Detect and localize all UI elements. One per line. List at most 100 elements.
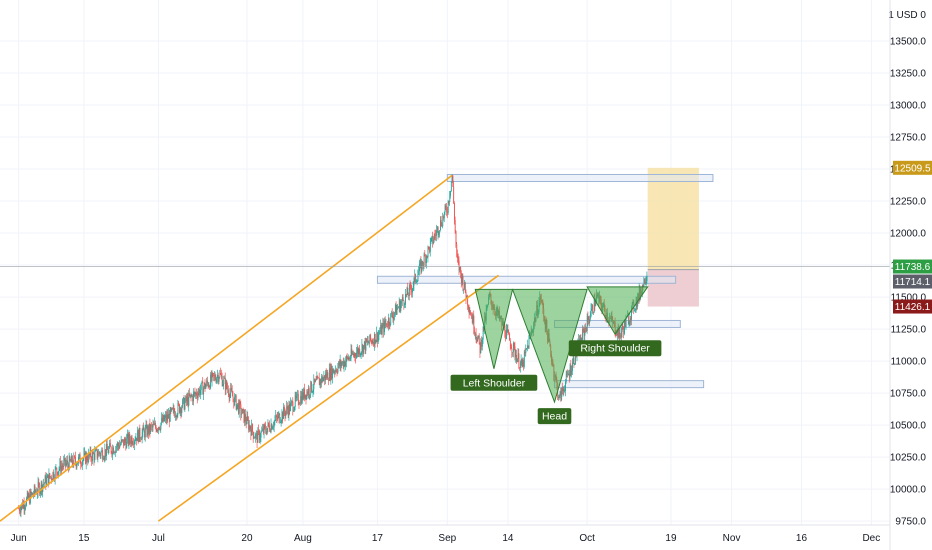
candle-body bbox=[450, 191, 452, 196]
candle-body bbox=[376, 332, 378, 341]
candle-body bbox=[460, 266, 462, 274]
candle-body bbox=[243, 409, 245, 423]
candle-body bbox=[306, 391, 308, 399]
candle-body bbox=[230, 387, 232, 393]
candle-body bbox=[360, 352, 362, 354]
candle-body bbox=[517, 353, 519, 359]
candle-body bbox=[179, 404, 180, 413]
candle-body bbox=[441, 225, 443, 227]
candle-body bbox=[53, 472, 55, 479]
candle-body bbox=[468, 308, 470, 313]
candle-body bbox=[108, 448, 110, 454]
candle-body bbox=[423, 265, 424, 267]
candle-body bbox=[471, 315, 472, 317]
candle-body bbox=[237, 403, 239, 405]
candle-body bbox=[377, 332, 379, 342]
candle-body bbox=[166, 414, 168, 421]
candle-body bbox=[239, 401, 241, 405]
candle-body bbox=[176, 414, 178, 418]
candle-body bbox=[46, 477, 48, 486]
candle-body bbox=[116, 446, 118, 448]
candle-body bbox=[84, 451, 86, 453]
stop-zone bbox=[647, 269, 699, 307]
x-tick-label: Sep bbox=[438, 533, 456, 544]
candle-body bbox=[394, 312, 396, 316]
x-tick-label: 15 bbox=[78, 533, 90, 544]
candle-body bbox=[400, 303, 402, 312]
candle-body bbox=[466, 295, 468, 299]
candle-body bbox=[526, 348, 528, 350]
candle-body bbox=[292, 401, 294, 412]
head-label-bg bbox=[537, 408, 572, 425]
candle-body bbox=[40, 482, 42, 491]
candle-body bbox=[233, 398, 235, 406]
candle-body bbox=[33, 486, 35, 495]
candle-body bbox=[87, 460, 89, 462]
candle-body bbox=[393, 315, 395, 320]
candle-body bbox=[592, 304, 594, 313]
candle-body bbox=[152, 425, 153, 428]
candle-body bbox=[391, 312, 393, 314]
candle-body bbox=[320, 379, 322, 384]
candle-body bbox=[329, 368, 330, 381]
candle-body bbox=[162, 415, 164, 422]
candle-body bbox=[374, 333, 375, 346]
candle-body bbox=[211, 372, 213, 381]
candle-body bbox=[635, 308, 636, 311]
candle-body bbox=[55, 467, 57, 469]
candle-body bbox=[67, 460, 69, 465]
time-axis[interactable]: Jun 15 Jul 20 Aug 17 Sep 14 Oct 19 Nov 16 Dec bbox=[0, 524, 890, 544]
candle-body bbox=[304, 388, 306, 399]
candle-body bbox=[347, 357, 349, 360]
candle-body bbox=[25, 505, 27, 508]
candle-body bbox=[591, 304, 593, 309]
candle-body bbox=[69, 456, 71, 461]
candle-body bbox=[68, 464, 69, 470]
candle-body bbox=[584, 327, 586, 336]
candle-body bbox=[167, 414, 169, 419]
sr-zone bbox=[554, 380, 705, 389]
candle-body bbox=[568, 373, 570, 376]
candle-body bbox=[344, 361, 346, 367]
candle-body bbox=[367, 340, 368, 343]
candle-body bbox=[355, 356, 357, 358]
candle-body bbox=[295, 395, 297, 399]
candle-body bbox=[197, 392, 199, 398]
candle-body bbox=[352, 353, 354, 355]
price-axis[interactable]: 1 USD 0 9750.0 10000.0 10250.0 10500.0 10750… bbox=[888, 0, 926, 550]
x-tick-label: 20 bbox=[241, 533, 253, 544]
candle-body bbox=[273, 426, 274, 428]
candle-body bbox=[476, 338, 478, 342]
candle-body bbox=[367, 340, 369, 343]
candle-body bbox=[337, 366, 339, 373]
candle-body bbox=[318, 377, 320, 386]
candle-body bbox=[425, 255, 427, 264]
candle-body bbox=[416, 281, 417, 283]
candle-body bbox=[332, 368, 333, 379]
candle-body bbox=[195, 392, 197, 395]
x-tick-label: Dec bbox=[862, 533, 880, 544]
x-tick-label: Oct bbox=[579, 533, 595, 544]
candle-body bbox=[411, 289, 413, 293]
channel-lower-line bbox=[157, 274, 500, 522]
candle-body bbox=[508, 332, 510, 334]
candle-body bbox=[510, 340, 511, 348]
candle-body bbox=[169, 413, 170, 422]
candle-body bbox=[560, 391, 562, 401]
candle-body bbox=[27, 492, 29, 499]
candle-body bbox=[74, 456, 76, 457]
y-tick-label: 10500.0 bbox=[890, 421, 927, 432]
candle-body bbox=[139, 427, 141, 439]
candle-body bbox=[463, 288, 465, 290]
candle-body bbox=[97, 455, 99, 458]
candle-body bbox=[517, 358, 518, 363]
candle-body bbox=[322, 378, 324, 382]
candle-body bbox=[104, 449, 106, 458]
candle-body bbox=[588, 320, 590, 324]
candle-body bbox=[402, 297, 403, 302]
candle-body bbox=[461, 276, 463, 283]
left-shoulder-label-bg bbox=[450, 374, 538, 391]
candle-body bbox=[447, 201, 449, 214]
candle-body bbox=[563, 389, 565, 392]
